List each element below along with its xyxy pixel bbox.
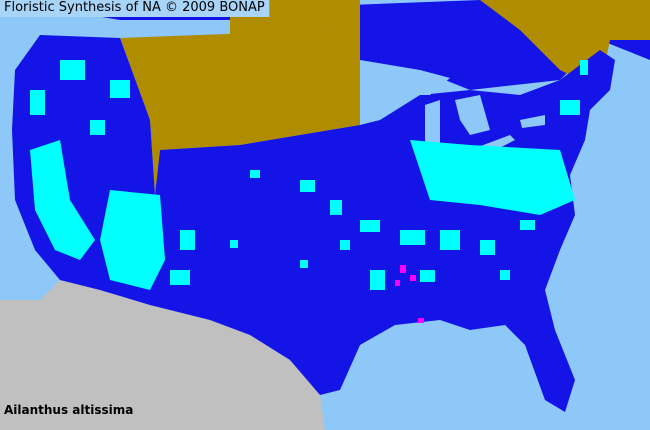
mexico bbox=[0, 280, 325, 430]
noxious-counties bbox=[395, 265, 424, 323]
canada-prairie-provinces bbox=[120, 0, 360, 195]
species-label: Ailanthus altissima bbox=[4, 403, 134, 417]
canada-ontario-east bbox=[480, 0, 650, 90]
map-title: Floristic Synthesis of NA © 2009 BONAP bbox=[0, 0, 270, 17]
lake-huron bbox=[455, 95, 490, 135]
lake-superior bbox=[370, 70, 450, 95]
gulf-of-mexico bbox=[340, 330, 560, 430]
lake-ontario bbox=[520, 115, 545, 128]
present-counties bbox=[30, 60, 588, 290]
usa bbox=[12, 35, 615, 412]
